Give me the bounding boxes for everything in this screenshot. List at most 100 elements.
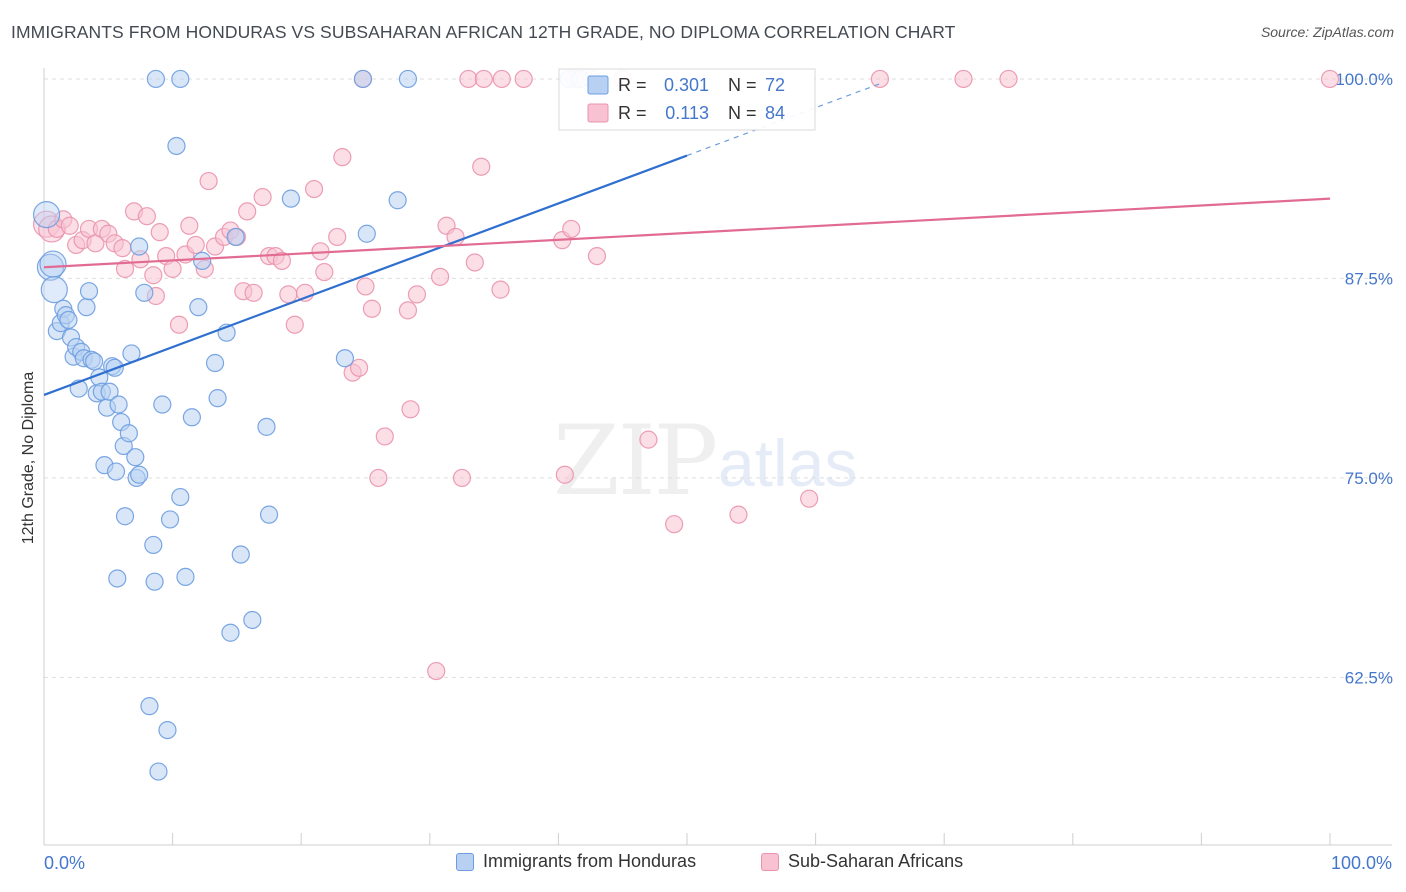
data-point-subsaharan: [315, 262, 334, 282]
bottom-legend: Immigrants from Honduras Sub-Saharan Afr…: [0, 851, 1406, 877]
data-point-subsaharan: [279, 285, 298, 304]
data-point-subsaharan: [1320, 69, 1340, 89]
data-point-subsaharan: [800, 489, 819, 508]
data-point-honduras: [77, 298, 96, 317]
data-point-honduras: [100, 382, 119, 401]
data-point-subsaharan: [369, 468, 388, 488]
data-point-subsaharan: [144, 266, 163, 285]
data-point-honduras: [176, 567, 195, 586]
stats-r-value: 0.113: [665, 103, 709, 123]
data-point-subsaharan: [356, 277, 375, 296]
data-point-subsaharan: [362, 299, 382, 318]
data-point-honduras: [205, 353, 225, 373]
stats-legend-swatch: [587, 103, 609, 123]
data-point-honduras: [130, 465, 149, 484]
data-point-subsaharan: [407, 285, 427, 304]
data-point-honduras: [182, 408, 201, 427]
data-point-honduras: [119, 424, 138, 443]
data-point-subsaharan: [555, 465, 574, 484]
data-point-honduras: [189, 298, 208, 317]
data-point-honduras: [39, 250, 67, 278]
data-point-subsaharan: [954, 69, 973, 89]
data-point-subsaharan: [375, 427, 394, 446]
data-point-subsaharan: [60, 216, 79, 235]
data-point-honduras: [388, 191, 407, 210]
data-point-honduras: [171, 487, 190, 507]
data-point-honduras: [59, 310, 78, 330]
legend-item-subsaharan[interactable]: Sub-Saharan Africans: [761, 851, 963, 872]
data-point-honduras: [145, 572, 164, 591]
data-point-honduras: [208, 389, 227, 408]
data-point-subsaharan: [430, 267, 450, 286]
legend-swatch-blue: [456, 852, 474, 871]
data-point-subsaharan: [304, 179, 324, 199]
watermark-atlas: atlas: [718, 426, 858, 500]
data-point-honduras: [135, 283, 154, 302]
data-point-subsaharan: [870, 69, 890, 89]
data-point-subsaharan: [474, 69, 493, 89]
trend-line-subsaharan: [43, 197, 1331, 269]
stats-n-value: 84: [765, 103, 785, 123]
data-point-honduras: [353, 69, 373, 89]
stats-n-value: 72: [765, 75, 785, 95]
data-point-subsaharan: [349, 358, 369, 377]
data-point-honduras: [149, 762, 168, 781]
data-point-honduras: [160, 510, 180, 529]
legend-item-honduras[interactable]: Immigrants from Honduras: [456, 851, 696, 872]
data-point-subsaharan: [459, 69, 478, 89]
data-point-subsaharan: [285, 315, 304, 334]
source-credit: Source: ZipAtlas.com: [1260, 24, 1394, 40]
data-point-subsaharan: [199, 171, 218, 191]
data-point-subsaharan: [452, 468, 472, 488]
data-point-subsaharan: [244, 283, 263, 302]
data-point-subsaharan: [491, 280, 510, 299]
data-point-subsaharan: [729, 505, 748, 524]
data-point-subsaharan: [333, 148, 352, 167]
data-point-subsaharan: [472, 157, 491, 176]
stats-n-label: N =: [728, 75, 757, 95]
data-point-subsaharan: [180, 216, 199, 235]
data-point-honduras: [167, 136, 186, 156]
data-point-honduras: [226, 227, 245, 247]
data-point-honduras: [106, 462, 126, 481]
data-point-honduras: [130, 237, 149, 256]
data-point-honduras: [243, 610, 262, 630]
y-tick-label: 75.0%: [1345, 469, 1393, 488]
data-point-honduras: [153, 395, 172, 414]
data-point-subsaharan: [514, 69, 533, 89]
data-point-subsaharan: [163, 259, 182, 278]
data-point-honduras: [108, 569, 127, 588]
stats-r-value: 0.301: [664, 75, 709, 95]
chart-title: IMMIGRANTS FROM HONDURAS VS SUBSAHARAN A…: [11, 22, 956, 42]
data-point-honduras: [40, 276, 68, 304]
data-point-subsaharan: [587, 246, 607, 266]
data-point-subsaharan: [150, 223, 169, 242]
legend-label-honduras: Immigrants from Honduras: [483, 851, 697, 871]
data-point-subsaharan: [665, 515, 684, 534]
data-point-subsaharan: [398, 301, 418, 320]
data-point-honduras: [281, 189, 301, 208]
data-point-honduras: [144, 535, 163, 555]
stats-r-label: R =: [618, 103, 647, 123]
data-point-subsaharan: [999, 69, 1018, 89]
data-point-subsaharan: [113, 239, 132, 258]
stats-r-label: R =: [618, 75, 647, 95]
legend-label-subsaharan: Sub-Saharan Africans: [788, 851, 964, 871]
data-point-honduras: [257, 417, 276, 436]
data-point-subsaharan: [115, 259, 135, 278]
data-point-honduras: [398, 69, 418, 89]
data-point-subsaharan: [137, 207, 156, 226]
data-point-honduras: [193, 251, 212, 270]
trend-line-honduras: [43, 154, 688, 396]
data-point-subsaharan: [328, 227, 347, 247]
data-point-honduras: [115, 507, 135, 526]
data-point-honduras: [85, 352, 104, 371]
data-point-honduras: [146, 69, 165, 89]
data-point-honduras: [357, 224, 376, 243]
stats-n-label: N =: [728, 103, 757, 123]
data-point-subsaharan: [465, 253, 484, 272]
data-point-honduras: [158, 720, 177, 740]
legend-swatch-pink: [761, 852, 779, 871]
data-point-honduras: [126, 448, 145, 467]
